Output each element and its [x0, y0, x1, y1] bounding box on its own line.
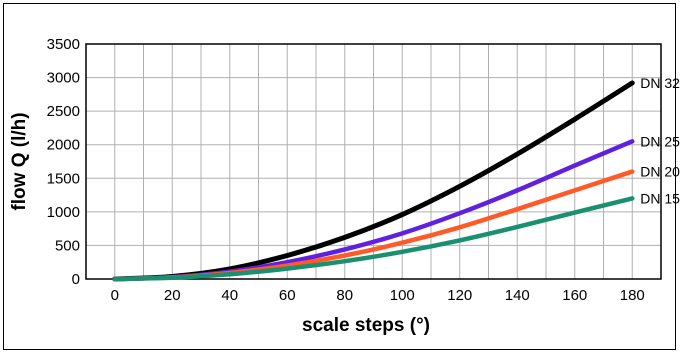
x-tick-label: 100	[390, 287, 415, 304]
x-tick-label: 20	[164, 287, 181, 304]
y-tick-label: 3500	[47, 36, 80, 53]
x-axis-title: scale steps (°)	[302, 315, 430, 336]
x-tick-label: 140	[505, 287, 530, 304]
y-tick-label: 1000	[47, 204, 80, 221]
x-tick-label: 80	[336, 287, 353, 304]
y-tick-label: 3000	[47, 70, 80, 87]
x-tick-label: 180	[620, 287, 645, 304]
x-tick-label: 160	[562, 287, 587, 304]
series-label-dn-15: DN 15	[640, 190, 680, 206]
tick-labels: 0 20 40 60 80 100 120 140 160 180 0 500 1000 1500 2000…	[47, 36, 645, 304]
y-tick-label: 0	[72, 271, 80, 288]
series-label-dn-32: DN 32	[640, 75, 680, 91]
x-tick-label: 60	[279, 287, 296, 304]
x-tick-label: 120	[447, 287, 472, 304]
x-tick-label: 0	[111, 287, 119, 304]
y-tick-label: 1500	[47, 170, 80, 187]
series-label-dn-20: DN 20	[640, 164, 680, 180]
y-tick-label: 500	[55, 237, 80, 254]
y-tick-label: 2500	[47, 103, 80, 120]
series-lines	[112, 80, 635, 282]
series-label-dn-25: DN 25	[640, 133, 680, 149]
y-axis-title: flow Q (l/h)	[9, 112, 30, 210]
x-tick-label: 40	[221, 287, 238, 304]
series-line-dn-15	[112, 196, 635, 282]
plot-border	[85, 43, 662, 280]
y-tick-label: 2000	[47, 137, 80, 154]
series-labels: DN 32 DN 25 DN 20 DN 15	[640, 75, 680, 206]
plot-area-border	[85, 43, 662, 280]
